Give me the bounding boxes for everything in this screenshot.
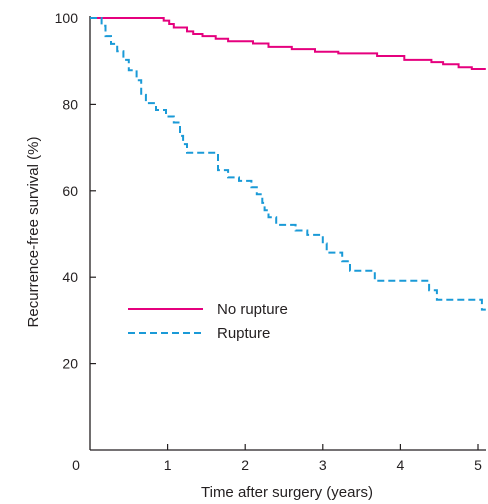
x-axis-label: Time after surgery (years) [201,484,373,501]
legend-label: Rupture [217,325,270,342]
x-tick-label: 2 [241,457,249,473]
y-tick-label: 60 [62,183,78,199]
series-line-rupture [90,17,486,311]
legend: No rupture Rupture [128,301,288,342]
series-layer [90,17,486,311]
x-tick-label: 5 [474,457,482,473]
series-line-no-rupture [90,17,486,70]
y-tick-label: 80 [62,96,78,112]
axes: 20 40 60 80 100 1 2 3 4 5 0 [55,10,486,473]
y-axis-label: Recurrence-free survival (%) [25,137,42,328]
legend-label: No rupture [217,301,288,318]
origin-tick-label: 0 [72,457,80,473]
x-tick-label: 3 [319,457,327,473]
y-tick-label: 40 [62,269,78,285]
x-tick-label: 4 [397,457,405,473]
y-tick-label: 20 [62,356,78,372]
y-tick-label: 100 [55,10,79,26]
x-tick-label: 1 [164,457,172,473]
